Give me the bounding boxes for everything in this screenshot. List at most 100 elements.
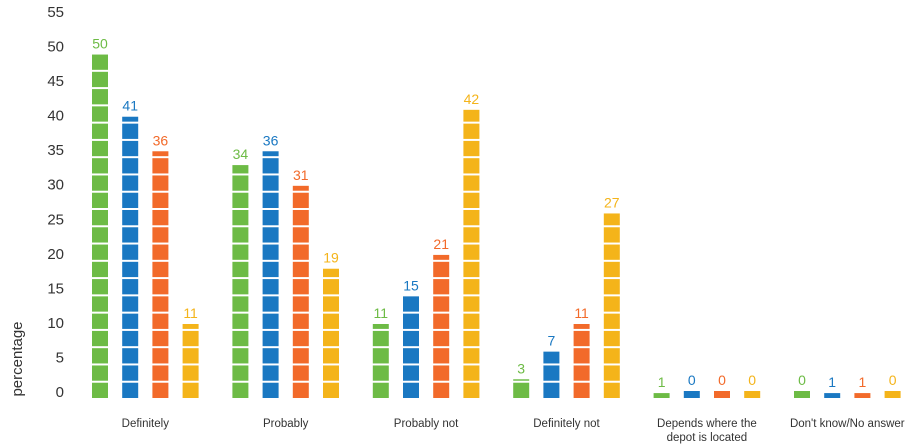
bar-segment — [152, 151, 169, 157]
bar — [323, 268, 339, 398]
bar-segment — [122, 210, 139, 226]
bar-segment — [463, 158, 480, 174]
bar-segment — [92, 296, 108, 312]
bar-segment — [603, 348, 620, 364]
bar-segment — [573, 365, 590, 381]
bar-segment — [714, 391, 730, 398]
bar-segment — [122, 227, 139, 243]
bar — [573, 324, 590, 398]
bar — [884, 391, 901, 398]
bar-segment — [292, 279, 309, 295]
bar-segment — [603, 279, 620, 295]
bar-segment — [122, 348, 139, 364]
bar-segment — [603, 244, 620, 260]
bar-segment — [854, 393, 871, 398]
bar-segment — [292, 313, 309, 329]
bar-segment — [323, 365, 339, 381]
bar-segment — [463, 261, 480, 278]
bar-segment — [262, 365, 279, 381]
y-tick-label: 55 — [47, 4, 64, 21]
category-label: Probably — [263, 418, 309, 430]
bar — [824, 393, 841, 398]
bar-segment — [92, 192, 108, 208]
bar-segment — [433, 365, 450, 381]
data-label: 36 — [153, 132, 169, 148]
bar-segment — [262, 330, 279, 347]
data-label: 0 — [748, 372, 756, 388]
bar — [122, 116, 139, 398]
bar-segment — [122, 279, 139, 295]
bar-segment — [152, 244, 169, 260]
bar-segment — [463, 109, 480, 122]
bar-segment — [122, 140, 139, 157]
bar-segment — [403, 296, 419, 312]
bar-segment — [182, 324, 199, 329]
bar-segment — [403, 330, 419, 347]
bar-segment — [323, 313, 339, 329]
bar-segment — [122, 175, 139, 191]
bar-segment — [292, 261, 309, 278]
bar-segment — [573, 324, 590, 329]
bar-segment — [323, 279, 339, 295]
bar-segment — [262, 382, 279, 398]
bar-segment — [262, 158, 279, 174]
bar-segment — [122, 192, 139, 208]
bar-segment — [152, 296, 169, 312]
bar-segment — [92, 382, 108, 398]
bar — [744, 391, 761, 398]
data-label: 11 — [574, 305, 589, 321]
data-label: 15 — [403, 277, 419, 293]
bars — [92, 54, 901, 398]
bar-segment — [152, 192, 169, 208]
bar-segment — [433, 382, 450, 398]
y-tick-label: 40 — [47, 108, 64, 125]
bar-segment — [463, 313, 480, 329]
category-label: Probably not — [394, 418, 459, 430]
bar — [794, 391, 810, 398]
bar-segment — [323, 268, 339, 278]
bar-segment — [372, 365, 389, 381]
data-label: 41 — [122, 98, 138, 114]
category-label: Don't know/No answer — [790, 418, 905, 430]
bar-segment — [403, 348, 419, 364]
bar-segment — [463, 175, 480, 191]
bar-segment — [292, 365, 309, 381]
bar-segment — [824, 393, 841, 398]
bar-segment — [372, 330, 389, 347]
bar — [543, 351, 560, 398]
bar-segment — [122, 261, 139, 278]
bar-segment — [152, 175, 169, 191]
bar-segment — [152, 261, 169, 278]
y-tick-label: 25 — [47, 211, 64, 228]
bar-segment — [543, 351, 560, 364]
bar-segment — [92, 158, 108, 174]
bar-segment — [543, 365, 560, 381]
bar-segment — [152, 365, 169, 381]
data-label: 19 — [323, 250, 339, 266]
bar-segment — [292, 296, 309, 312]
bar-segment — [573, 382, 590, 398]
bar-segment — [262, 296, 279, 312]
data-label: 31 — [293, 167, 309, 183]
bar-segment — [403, 382, 419, 398]
data-label: 0 — [889, 372, 897, 388]
data-label: 1 — [828, 374, 836, 390]
bar-segment — [433, 313, 450, 329]
bar-segment — [152, 330, 169, 347]
bar-segment — [232, 175, 249, 191]
bar-segment — [92, 348, 108, 364]
bar-segment — [603, 213, 620, 226]
bar — [513, 379, 530, 398]
bar-segment — [122, 365, 139, 381]
bar-segment — [603, 296, 620, 312]
bar-segment — [323, 296, 339, 312]
bar — [854, 393, 871, 398]
bar-segment — [92, 123, 108, 139]
bar-segment — [683, 391, 700, 398]
bar-segment — [262, 313, 279, 329]
bar-segment — [603, 330, 620, 347]
bar-segment — [573, 330, 590, 347]
bar-segment — [262, 348, 279, 364]
y-tick-label: 15 — [47, 280, 64, 297]
bar-segment — [122, 116, 139, 122]
